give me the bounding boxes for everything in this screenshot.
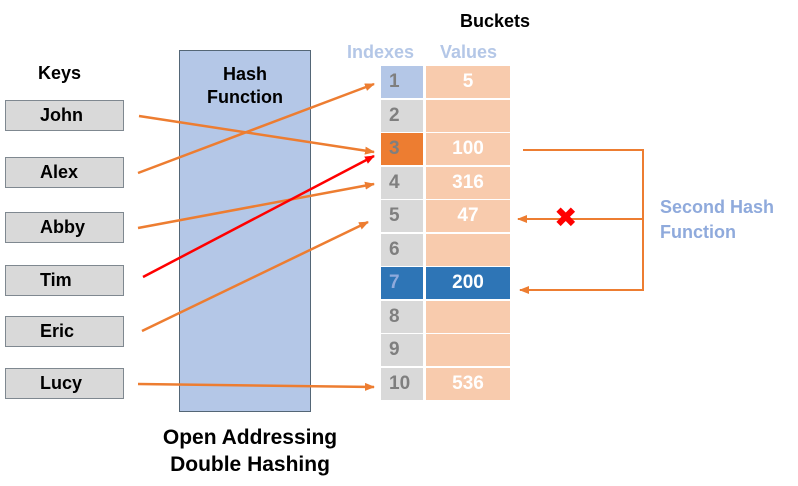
bucket-value-4: 316	[426, 167, 510, 199]
bucket-index-1: 1	[381, 66, 423, 98]
key-eric: Eric	[5, 316, 124, 347]
values-heading: Values	[440, 42, 498, 62]
bucket-value-3: 100	[426, 133, 510, 165]
bucket-index-5: 5	[381, 200, 423, 232]
arrow-lucy-to-10	[137, 382, 375, 391]
second-hash-label: Second Hash Function	[660, 197, 775, 242]
keys-heading: Keys	[38, 63, 82, 83]
indexes-heading: Indexes	[347, 42, 415, 62]
diagram-title: Open Addressing Double Hashing	[162, 426, 338, 476]
bucket-value-10: 536	[426, 368, 510, 400]
bucket-index-2: 2	[381, 100, 423, 132]
bucket-index-6: 6	[381, 234, 423, 266]
bucket-value-1: 5	[426, 66, 510, 98]
key-alex: Alex	[5, 157, 124, 188]
bucket-value-8	[426, 301, 510, 333]
bucket-index-3: 3	[381, 133, 423, 165]
bucket-value-7: 200	[426, 267, 510, 299]
hash-function-box: Hash Function	[179, 50, 311, 412]
key-abby: Abby	[5, 212, 124, 243]
arrow-eric-to-5	[141, 220, 369, 333]
hash-function-label: Hash Function	[207, 64, 283, 107]
bucket-index-8: 8	[381, 301, 423, 333]
arrow-john-to-3	[138, 114, 375, 155]
collision-x-icon: ✖	[554, 201, 578, 234]
key-lucy: Lucy	[5, 368, 124, 399]
bucket-value-9	[426, 334, 510, 366]
bucket-index-10: 10	[381, 368, 423, 400]
bucket-index-7: 7	[381, 267, 423, 299]
buckets-heading: Buckets	[460, 11, 531, 31]
arrow-tim-to-3	[142, 154, 375, 279]
bucket-value-5: 47	[426, 200, 510, 232]
key-tim: Tim	[5, 265, 124, 296]
key-john: John	[5, 100, 124, 131]
bucket-value-2	[426, 100, 510, 132]
arrow-abby-to-4	[137, 181, 375, 230]
bucket-value-6	[426, 234, 510, 266]
bucket-index-9: 9	[381, 334, 423, 366]
bucket-index-4: 4	[381, 167, 423, 199]
arrow-alex-to-1	[137, 82, 375, 175]
